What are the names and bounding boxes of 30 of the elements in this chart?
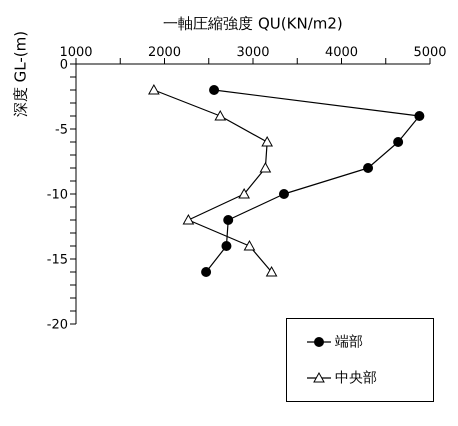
y-tick-label: -20 — [46, 318, 68, 333]
point — [201, 267, 212, 277]
x-tick-label: 4000 — [324, 45, 358, 60]
point — [363, 163, 374, 173]
point — [393, 137, 404, 147]
point — [182, 214, 194, 224]
point — [223, 215, 234, 225]
point — [209, 85, 220, 95]
point — [221, 241, 232, 251]
x-tick-label: 3000 — [236, 45, 270, 60]
y-tick-label: -15 — [46, 252, 68, 268]
x-tick-label: 5000 — [413, 45, 447, 60]
point — [262, 136, 273, 146]
point — [278, 189, 289, 199]
point — [244, 240, 255, 250]
x-tick-label: 1000 — [59, 45, 93, 60]
y-tick-label: -10 — [46, 188, 68, 203]
legend-label: 中央部 — [335, 369, 377, 387]
point — [260, 162, 271, 172]
y-tick-label: 0 — [60, 58, 68, 73]
x-axis-title: 一軸圧縮強度 QU(KN/m2) — [163, 14, 343, 33]
point — [148, 84, 160, 94]
y-tick-label: -5 — [55, 122, 68, 138]
x-tick-label: 2000 — [148, 45, 182, 60]
point — [266, 266, 278, 276]
legend-label: 端部 — [335, 333, 363, 351]
point — [414, 111, 424, 121]
point — [238, 188, 250, 198]
y-axis-title: 深度 GL-(m) — [11, 30, 30, 118]
point — [214, 110, 226, 120]
